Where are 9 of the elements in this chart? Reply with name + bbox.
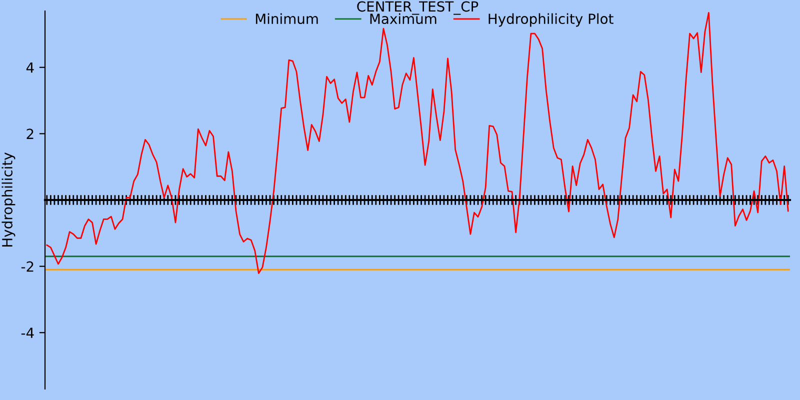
- legend-label: Hydrophilicity Plot: [488, 13, 614, 27]
- legend-label: Minimum: [256, 13, 318, 24]
- y-tick-label: 4: [26, 62, 34, 73]
- y-tick-label: 2: [26, 128, 34, 139]
- y-axis-title: Hydrophilicity: [2, 152, 16, 247]
- y-tick-label: -4: [21, 328, 34, 338]
- y-tick-label: -2: [21, 261, 34, 272]
- chart-title: CENTER_TEST_CP: [357, 1, 478, 15]
- legend-label: Maximum: [370, 13, 436, 24]
